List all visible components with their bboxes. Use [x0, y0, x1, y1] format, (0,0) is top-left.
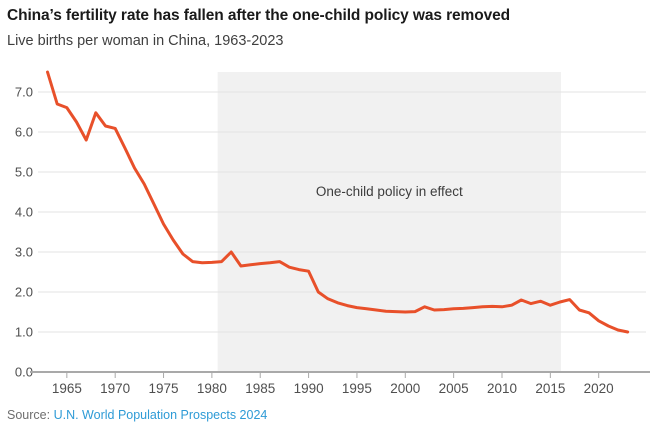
- x-tick-label: 2005: [439, 381, 469, 396]
- x-tick-label: 1995: [342, 381, 372, 396]
- y-tick-label: 2.0: [15, 285, 33, 300]
- x-tick-label: 2015: [535, 381, 565, 396]
- policy-band-label: One-child policy in effect: [316, 184, 463, 199]
- one-child-policy-band: [217, 72, 561, 372]
- x-tick-label: 1975: [149, 381, 179, 396]
- y-tick-label: 1.0: [15, 325, 33, 340]
- source-label: Source:: [7, 408, 51, 422]
- source-link[interactable]: U.N. World Population Prospects 2024: [53, 408, 268, 422]
- x-tick-label: 2020: [584, 381, 614, 396]
- y-tick-label: 0.0: [15, 365, 33, 380]
- fertility-line-chart: 0.0 1.0 2.0 3.0 4.0 5.0 6.0 7.0 1965 1970 1975 1980…: [15, 70, 650, 396]
- fertility-rate-line: [46, 70, 630, 334]
- x-tick-label: 2000: [390, 381, 420, 396]
- x-tick-label: 1980: [197, 381, 227, 396]
- page-subtitle: Live births per woman in China, 1963-202…: [7, 33, 284, 49]
- source-row: Source: U.N. World Population Prospects …: [7, 407, 267, 423]
- x-tick-label: 1990: [294, 381, 324, 396]
- x-tick-label: 1970: [100, 381, 130, 396]
- x-tick-label: 1965: [52, 381, 82, 396]
- y-tick-label: 7.0: [15, 85, 33, 100]
- x-tick-label: 1985: [245, 381, 275, 396]
- y-tick-label: 4.0: [15, 205, 33, 220]
- x-tick-label: 2010: [487, 381, 517, 396]
- y-tick-label: 3.0: [15, 245, 33, 260]
- y-tick-label: 6.0: [15, 125, 33, 140]
- page-title: China’s fertility rate has fallen after …: [7, 7, 511, 24]
- y-tick-label: 5.0: [15, 165, 33, 180]
